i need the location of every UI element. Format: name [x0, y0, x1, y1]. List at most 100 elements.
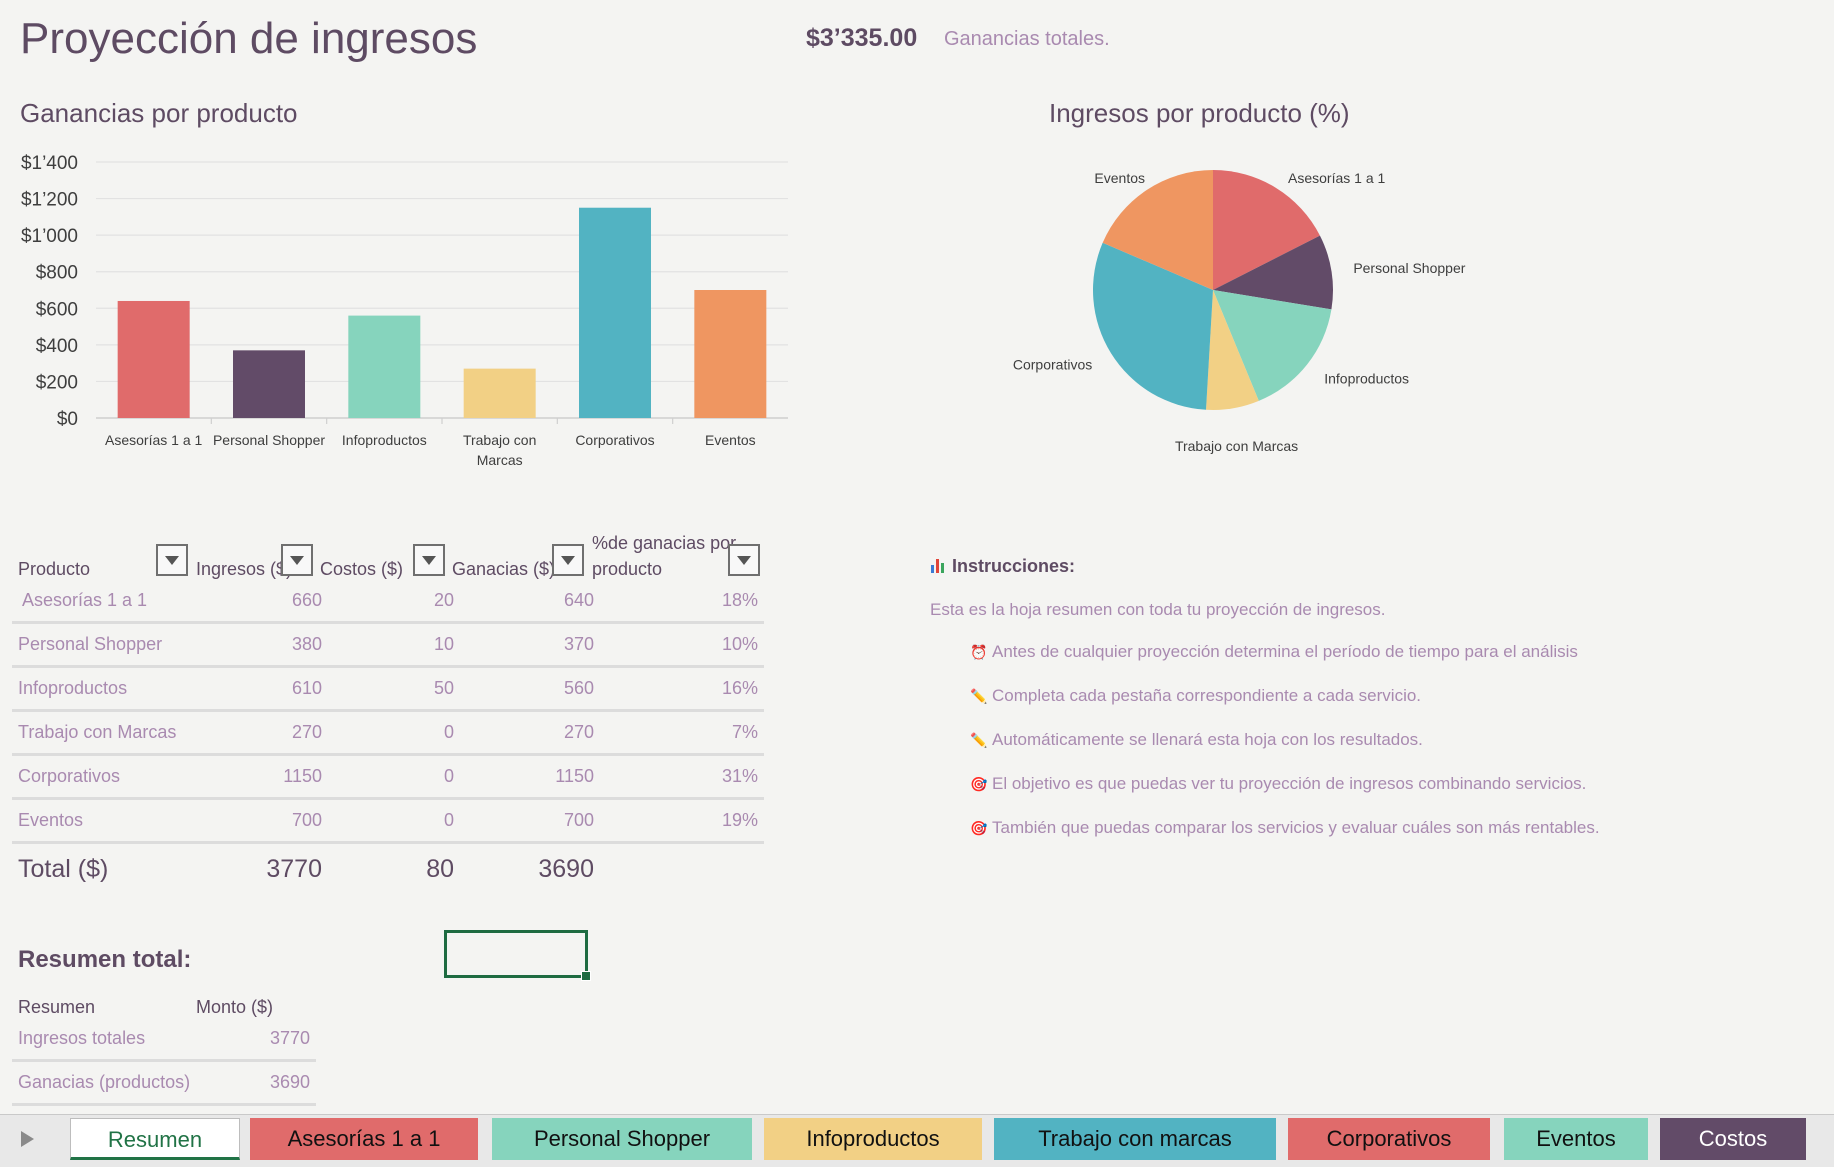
instruction-text: Completa cada pestaña correspondiente a … [992, 686, 1422, 705]
sheet-tab-eventos[interactable]: Eventos [1504, 1118, 1648, 1160]
instruction-text: También que puedas comparar los servicio… [992, 818, 1600, 837]
cell-porcentaje[interactable]: 18% [721, 590, 758, 610]
play-icon[interactable] [16, 1128, 38, 1150]
cell-producto[interactable]: Trabajo con Marcas [18, 722, 177, 742]
pie-slice[interactable] [1213, 170, 1320, 290]
cell-producto[interactable]: Infoproductos [18, 678, 128, 698]
cell-ingresos[interactable]: 660 [291, 590, 322, 610]
cell-ganancias[interactable]: 700 [563, 810, 594, 830]
instruction-text: Antes de cualquier proyección determina … [992, 642, 1578, 661]
sheet-tab-personal-shopper[interactable]: Personal Shopper [492, 1118, 752, 1160]
bar[interactable] [117, 300, 190, 418]
x-tick-label: Corporativos [575, 432, 654, 448]
header-ganancias: Ganacias ($) [452, 559, 556, 579]
cell-costos[interactable]: 20 [433, 590, 454, 610]
selected-cell[interactable] [444, 930, 591, 981]
cell-ganancias[interactable]: 640 [563, 590, 594, 610]
cell-ingresos[interactable]: 610 [291, 678, 322, 698]
pie-slice[interactable] [1213, 235, 1333, 310]
summary-label[interactable]: Ganacias (productos) [18, 1072, 191, 1092]
y-tick-label: $1’200 [21, 190, 78, 211]
instructions-title-text: Instrucciones: [952, 556, 1076, 576]
instruction-item: ✏️ Automáticamente se llenará esta hoja c… [970, 730, 1423, 750]
sheet-tab-trabajo-con-marcas[interactable]: Trabajo con marcas [994, 1118, 1276, 1160]
sheet-tab-asesor-as-1-a-1[interactable]: Asesorías 1 a 1 [250, 1118, 478, 1160]
total-label: Total ($) [18, 855, 109, 883]
cell-costos[interactable]: 0 [443, 722, 454, 742]
pie-chart-title: Ingresos por producto (%) [1049, 98, 1350, 128]
y-tick-label: $0 [57, 409, 78, 430]
cell-producto[interactable]: Personal Shopper [18, 634, 163, 654]
x-tick-label: Trabajo con [463, 432, 536, 448]
cell-ingresos[interactable]: 700 [291, 810, 322, 830]
instructions-title: Instrucciones: [930, 556, 1075, 577]
cell-costos[interactable]: 10 [433, 634, 454, 654]
sheet-tab-costos[interactable]: Costos [1660, 1118, 1806, 1160]
pie-chart[interactable]: Asesorías 1 a 1 Personal Shopper Infoprodu… [990, 140, 1510, 460]
summary-value[interactable]: 3690 [269, 1072, 310, 1092]
instructions-intro: Esta es la hoja resumen con toda tu proy… [930, 600, 1386, 619]
summary-value[interactable]: 3770 [269, 1028, 310, 1048]
bar[interactable] [694, 290, 767, 418]
x-tick-label: Eventos [705, 432, 756, 448]
filter-dropdown-button[interactable] [728, 544, 760, 576]
target-icon: 🎯 [970, 820, 988, 836]
total-earnings-label: Ganancias totales. [944, 28, 1110, 50]
filter-dropdown-button[interactable] [552, 544, 584, 576]
summary-label[interactable]: Ingresos totales [18, 1028, 146, 1048]
cell-producto[interactable]: Corporativos [18, 766, 121, 786]
header-ingresos: Ingresos ($) [196, 559, 293, 579]
filter-dropdown-button[interactable] [156, 544, 188, 576]
y-tick-label: $400 [36, 336, 78, 357]
summary-header-resumen: Resumen [18, 997, 96, 1017]
instruction-text: Automáticamente se llenará esta hoja con… [992, 730, 1423, 749]
pie-label: Eventos [1094, 170, 1145, 186]
cell-porcentaje[interactable]: 10% [721, 634, 758, 654]
pie-label: Asesorías 1 a 1 [1288, 170, 1385, 186]
cell-ganancias[interactable]: 560 [563, 678, 594, 698]
bar[interactable] [348, 315, 421, 418]
instruction-item: 🎯 El objetivo es que puedas ver tu proyec… [970, 774, 1586, 794]
cell-costos[interactable]: 50 [433, 678, 454, 698]
x-tick-label: Marcas [477, 452, 523, 468]
sheet-tab-resumen[interactable]: Resumen [70, 1118, 240, 1160]
filter-dropdown-button[interactable] [281, 544, 313, 576]
table-row: Asesorías 1 a 1 660 20 640 18% [12, 580, 764, 624]
bar-chart[interactable]: $0 $200 $400 $600 $800 $1’000 $1’200 $1’400 Ases… [0, 140, 800, 480]
cell-porcentaje[interactable]: 31% [721, 766, 758, 786]
bar[interactable] [463, 368, 536, 418]
cell-ingresos[interactable]: 380 [291, 634, 322, 654]
cell-ganancias[interactable]: 370 [563, 634, 594, 654]
sheet-tab-corporativos[interactable]: Corporativos [1288, 1118, 1490, 1160]
total-ingresos[interactable]: 3770 [266, 855, 322, 883]
target-icon: 🎯 [970, 776, 988, 792]
pie-slice[interactable] [1093, 242, 1213, 410]
cell-costos[interactable]: 0 [443, 810, 454, 830]
cell-ganancias[interactable]: 1150 [555, 766, 594, 786]
cell-porcentaje[interactable]: 16% [721, 678, 758, 698]
filter-dropdown-button[interactable] [413, 544, 445, 576]
total-row: Total ($) 3770 80 3690 [12, 845, 764, 889]
y-tick-label: $800 [36, 263, 78, 284]
total-ganancias[interactable]: 3690 [538, 855, 594, 883]
cell-ingresos[interactable]: 270 [291, 722, 322, 742]
cell-costos[interactable]: 0 [443, 766, 454, 786]
cell-ganancias[interactable]: 270 [563, 722, 594, 742]
cell-producto[interactable]: Eventos [18, 810, 84, 830]
table-row: Corporativos 1150 0 1150 31% [12, 756, 764, 800]
alarm-clock-icon: ⏰ [970, 644, 988, 660]
bar[interactable] [579, 207, 651, 418]
total-costos[interactable]: 80 [426, 855, 454, 883]
cell-porcentaje[interactable]: 7% [731, 722, 758, 742]
pie-label: Trabajo con Marcas [1175, 438, 1298, 454]
bar[interactable] [233, 350, 305, 418]
x-tick-label: Personal Shopper [213, 432, 325, 448]
cell-producto[interactable]: Asesorías 1 a 1 [22, 590, 148, 610]
pie-slice[interactable] [1213, 290, 1332, 401]
cell-ingresos[interactable]: 1150 [283, 766, 322, 786]
y-tick-label: $600 [36, 299, 78, 320]
pie-slice[interactable] [1206, 290, 1259, 410]
cell-porcentaje[interactable]: 19% [721, 810, 758, 830]
pie-slice[interactable] [1102, 170, 1213, 290]
sheet-tab-infoproductos[interactable]: Infoproductos [764, 1118, 982, 1160]
